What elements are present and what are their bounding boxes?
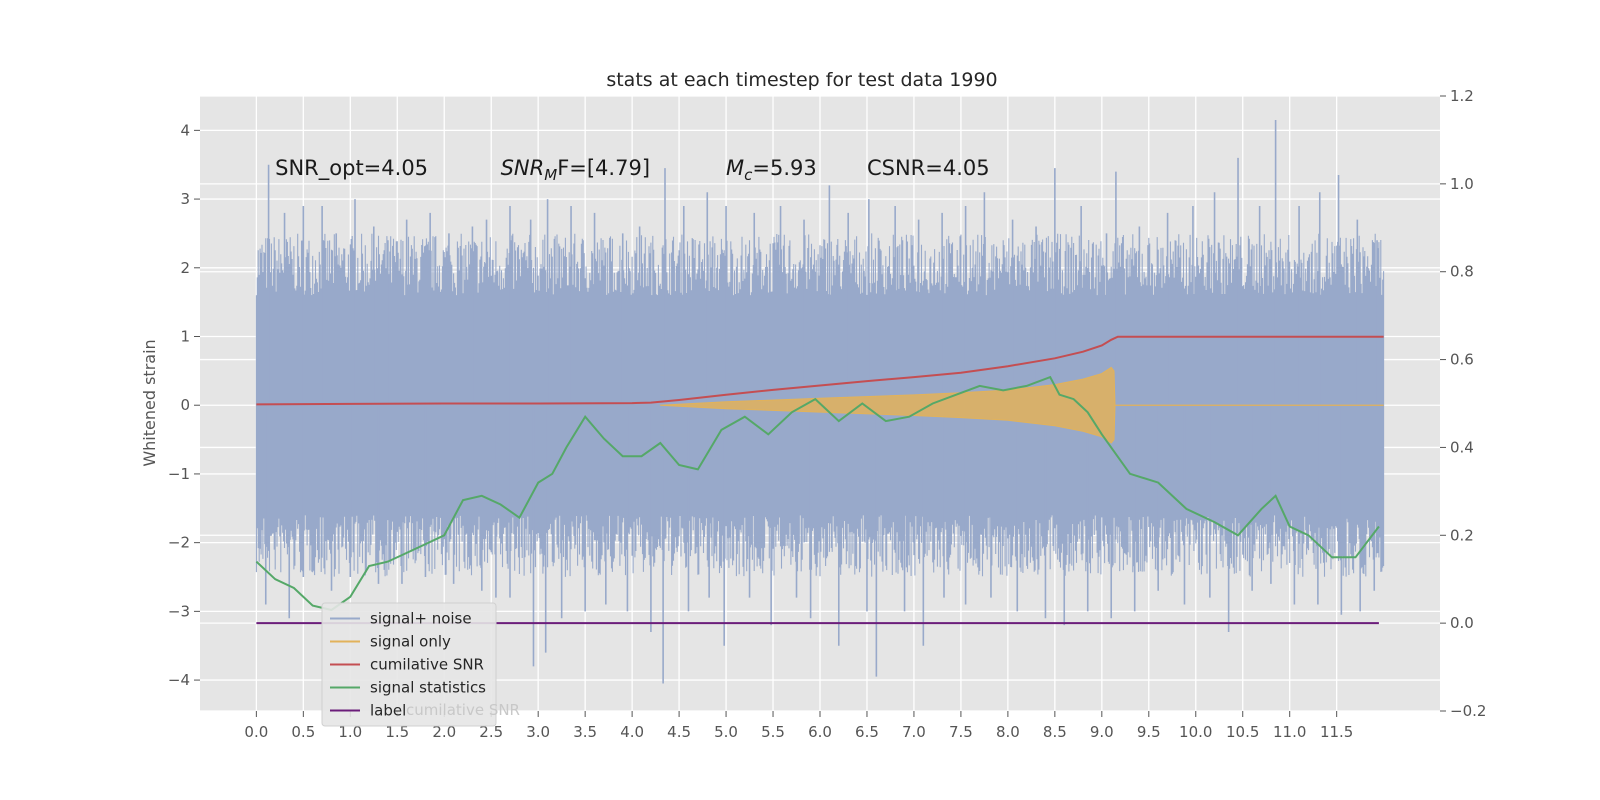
y2-tick-label: 1.2	[1450, 87, 1474, 105]
x-tick-label: 1.5	[385, 723, 409, 741]
annotation-tail: =5.93	[752, 156, 816, 180]
y-tick-label: −1	[168, 465, 190, 483]
x-tick-label: 5.0	[714, 723, 738, 741]
x-tick-label: 7.0	[902, 723, 926, 741]
y2-tick-label: −0.2	[1450, 702, 1486, 720]
x-tick-label: 4.5	[667, 723, 691, 741]
series-signal-only	[659, 366, 1384, 444]
y2-tick-label: 0.8	[1450, 263, 1474, 281]
legend-box	[321, 602, 497, 727]
legend-label-1: signal only	[370, 633, 451, 651]
x-tick-label: 9.5	[1137, 723, 1161, 741]
annotation-2: Mc=5.93	[726, 156, 817, 184]
legend-label-3: signal statistics	[370, 679, 486, 697]
y-tick-label: 1	[180, 328, 190, 346]
x-tick-label: 2.0	[432, 723, 456, 741]
y-tick-label: −4	[168, 671, 190, 689]
x-tick-label: 3.5	[573, 723, 597, 741]
x-tick-label: 5.5	[761, 723, 785, 741]
y-tick-label: 4	[180, 121, 190, 139]
annotation-main: SNR	[501, 156, 545, 180]
x-tick-label: 6.5	[855, 723, 879, 741]
legend-label-4: label	[370, 702, 406, 720]
y-axis-label: Whitened strain	[140, 339, 159, 466]
x-tick-label: 10.5	[1226, 723, 1259, 741]
annotation-1: SNRMF=[4.79]	[501, 156, 650, 184]
legend-ghost-text: cumilative SNR	[406, 701, 520, 719]
x-tick-label: 8.0	[996, 723, 1020, 741]
x-tick-label: 11.0	[1273, 723, 1306, 741]
axis-ticks: 0.0 0.5 1.0 1.5 2.0 2.5 3.0 3.5 4.0 4.5 5.0 5.5 6.0 6…	[168, 87, 1487, 741]
annotations: SNR_opt=4.05 SNRMF=[4.79] Mc=5.93 CSNR=4.05	[275, 156, 989, 184]
x-tick-label: 10.0	[1179, 723, 1212, 741]
annotation-3: CSNR=4.05	[867, 156, 990, 180]
chart-title: stats at each timestep for test data 199…	[606, 69, 997, 91]
series-cumilative-snr	[256, 335, 1384, 406]
legend: cumilative SNR signal+ noise signal only cu…	[321, 602, 520, 727]
x-tick-label: 4.0	[620, 723, 644, 741]
x-tick-label: 8.5	[1043, 723, 1067, 741]
y-tick-label: −2	[168, 534, 190, 552]
legend-label-2: cumilative SNR	[370, 656, 484, 674]
y-tick-label: 2	[180, 259, 190, 277]
annotation-main: M	[726, 156, 744, 180]
x-tick-label: 6.0	[808, 723, 832, 741]
y2-tick-label: 1.0	[1450, 175, 1474, 193]
x-tick-label: 2.5	[479, 723, 503, 741]
x-tick-label: 0.5	[291, 723, 315, 741]
y-tick-label: 0	[180, 396, 190, 414]
x-tick-label: 11.5	[1320, 723, 1353, 741]
y2-tick-label: 0.6	[1450, 351, 1474, 369]
x-tick-label: 9.0	[1090, 723, 1114, 741]
series-signal-statistics	[255, 375, 1380, 612]
y-tick-label: 3	[180, 190, 190, 208]
annotation-sub: c	[744, 166, 753, 184]
y2-tick-label: 0.2	[1450, 526, 1474, 544]
annotation-0: SNR_opt=4.05	[275, 156, 428, 181]
cumilative-snr-line	[256, 335, 1384, 406]
y2-tick-label: 0.4	[1450, 438, 1474, 456]
annotation-tail: F=[4.79]	[557, 156, 650, 180]
annotation-sub: M	[544, 166, 557, 184]
x-tick-label: 3.0	[526, 723, 550, 741]
x-tick-label: 0.0	[244, 723, 268, 741]
x-tick-label: 1.0	[338, 723, 362, 741]
signal-statistics-line	[255, 375, 1380, 612]
y-tick-label: −3	[168, 602, 190, 620]
legend-label-0: signal+ noise	[370, 610, 472, 628]
x-tick-label: 7.5	[949, 723, 973, 741]
y2-tick-label: 0.0	[1450, 614, 1474, 632]
